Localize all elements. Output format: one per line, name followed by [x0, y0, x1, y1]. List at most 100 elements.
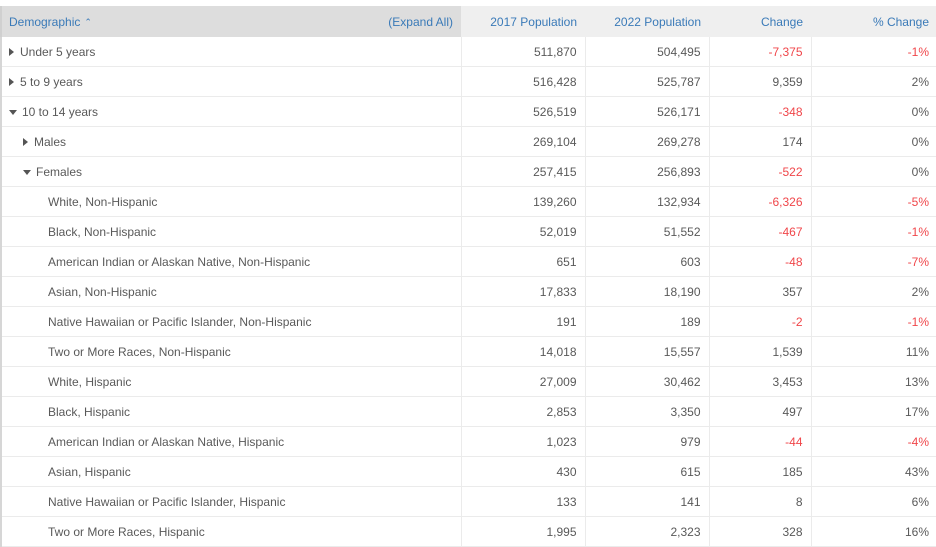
table-row[interactable]: Under 5 years 511,870 504,495 -7,375 -1%: [0, 37, 936, 67]
table-row: Two or More Races, Hispanic 1,995 2,323 328…: [0, 516, 936, 547]
pct-change-cell: 2%: [810, 276, 936, 307]
demographic-label: American Indian or Alaskan Native, Non-H…: [48, 254, 311, 269]
pct-change-cell: 0%: [810, 126, 936, 157]
change-cell: -7,375: [708, 37, 811, 67]
table-row[interactable]: 10 to 14 years 526,519 526,171 -348 0%: [0, 96, 936, 127]
demographic-label: 10 to 14 years: [22, 104, 99, 119]
demographic-cell: Females: [0, 156, 461, 187]
pct-change-cell: -4%: [810, 426, 936, 457]
row-label-wrap: White, Non-Hispanic: [48, 195, 157, 209]
demographic-population-table: Demographic ⌃ (Expand All) 2017 Populatio…: [0, 6, 936, 547]
pop-2022-cell: 189: [584, 306, 709, 337]
demographic-label: White, Hispanic: [48, 374, 132, 389]
pop-2017-cell: 139,260: [460, 186, 585, 217]
column-header-2022-population[interactable]: 2022 Population: [585, 6, 709, 37]
table-row: Black, Non-Hispanic 52,019 51,552 -467 -1%: [0, 216, 936, 247]
pct-change-cell: 16%: [810, 516, 936, 547]
row-label-wrap: Native Hawaiian or Pacific Islander, Non…: [48, 315, 311, 329]
table-row: White, Non-Hispanic 139,260 132,934 -6,326-…: [0, 186, 936, 217]
row-label-wrap: American Indian or Alaskan Native, Non-H…: [48, 255, 310, 269]
row-label-wrap: Native Hawaiian or Pacific Islander, His…: [48, 495, 285, 509]
pop-2022-cell: 615: [584, 456, 709, 487]
change-cell: 185: [708, 456, 811, 487]
pop-2017-cell: 1,023: [460, 426, 585, 457]
table-row: American Indian or Alaskan Native, Hispa…: [0, 426, 936, 457]
pct-change-cell: 0%: [810, 96, 936, 127]
table-row: Native Hawaiian or Pacific Islander, Non…: [0, 306, 936, 337]
demographic-cell: 10 to 14 years: [0, 96, 461, 127]
table-row: White, Hispanic 27,009 30,462 3,453 13%: [0, 366, 936, 397]
demographic-cell: American Indian or Alaskan Native, Hispa…: [0, 426, 461, 457]
pop-2017-cell: 14,018: [460, 336, 585, 367]
demographic-header-label: Demographic: [9, 14, 81, 29]
table-row[interactable]: Females 257,415 256,893 -522 0%: [0, 156, 936, 187]
pop-2017-cell: 52,019: [460, 216, 585, 247]
row-label-wrap: Black, Hispanic: [48, 405, 130, 419]
pop-2022-cell: 30,462: [584, 366, 709, 397]
change-cell: 8: [708, 486, 811, 517]
expand-all-link[interactable]: (Expand All): [388, 14, 453, 29]
demographic-cell: Asian, Non-Hispanic: [0, 276, 461, 307]
change-cell: -48: [708, 246, 811, 277]
change-cell: -44: [708, 426, 811, 457]
pop-2022-cell: 132,934: [584, 186, 709, 217]
pct-change-cell: 43%: [810, 456, 936, 487]
demographic-cell: Under 5 years: [0, 37, 461, 67]
demographic-sort-button[interactable]: Demographic ⌃: [9, 15, 92, 29]
table-row[interactable]: Males 269,104 269,278 174 0%: [0, 126, 936, 157]
pct-change-cell: -7%: [810, 246, 936, 277]
pop-2022-cell: 2,323: [584, 516, 709, 547]
pop-2017-cell: 516,428: [460, 66, 585, 97]
demographic-label: American Indian or Alaskan Native, Hispa…: [48, 434, 285, 449]
demographic-cell: Males: [0, 126, 461, 157]
collapse-row-caret-icon[interactable]: [9, 109, 17, 115]
table-row: Native Hawaiian or Pacific Islander, His…: [0, 486, 936, 517]
pop-2017-cell: 17,833: [460, 276, 585, 307]
demographic-cell: White, Non-Hispanic: [0, 186, 461, 217]
table-row[interactable]: 5 to 9 years 516,428 525,787 9,359 2%: [0, 66, 936, 97]
row-label-wrap: Under 5 years: [9, 45, 95, 59]
expand-row-caret-icon[interactable]: [9, 47, 14, 56]
demographic-cell: White, Hispanic: [0, 366, 461, 397]
change-cell: -2: [708, 306, 811, 337]
column-header-demographic[interactable]: Demographic ⌃ (Expand All): [0, 6, 461, 37]
pct-change-cell: 13%: [810, 366, 936, 397]
pop-2017-cell: 651: [460, 246, 585, 277]
column-header-change[interactable]: Change: [709, 6, 811, 37]
row-label-wrap: Two or More Races, Hispanic: [48, 525, 205, 539]
expand-row-caret-icon[interactable]: [9, 77, 14, 86]
pop-2017-cell: 2,853: [460, 396, 585, 427]
pop-2017-cell: 269,104: [460, 126, 585, 157]
pct-change-cell: -1%: [810, 216, 936, 247]
row-label-wrap: 5 to 9 years: [9, 75, 83, 89]
demographic-cell: Two or More Races, Hispanic: [0, 516, 461, 547]
pop-2017-cell: 133: [460, 486, 585, 517]
demographic-label: White, Non-Hispanic: [48, 194, 158, 209]
pop-2022-cell: 51,552: [584, 216, 709, 247]
change-cell: 497: [708, 396, 811, 427]
demographic-label: Black, Hispanic: [48, 404, 131, 419]
pct-change-cell: -5%: [810, 186, 936, 217]
pct-change-cell: -1%: [810, 306, 936, 337]
table-row: Asian, Non-Hispanic 17,833 18,190 357 2%: [0, 276, 936, 307]
change-cell: 328: [708, 516, 811, 547]
column-header-pct-change[interactable]: % Change: [811, 6, 936, 37]
table-row: Two or More Races, Non-Hispanic 14,018 15,…: [0, 336, 936, 367]
pop-2022-cell: 269,278: [584, 126, 709, 157]
expand-row-caret-icon[interactable]: [23, 137, 28, 146]
pop-2022-cell: 603: [584, 246, 709, 277]
collapse-row-caret-icon[interactable]: [23, 169, 31, 175]
row-label-wrap: Males: [23, 135, 66, 149]
pop-2017-cell: 526,519: [460, 96, 585, 127]
column-header-2017-population[interactable]: 2017 Population: [461, 6, 585, 37]
demographic-cell: Black, Non-Hispanic: [0, 216, 461, 247]
pop-2022-cell: 3,350: [584, 396, 709, 427]
pct-change-cell: 11%: [810, 336, 936, 367]
pct-change-cell: 0%: [810, 156, 936, 187]
change-cell: 9,359: [708, 66, 811, 97]
pop-2022-cell: 525,787: [584, 66, 709, 97]
change-cell: -467: [708, 216, 811, 247]
pop-2017-cell: 1,995: [460, 516, 585, 547]
demographic-cell: 5 to 9 years: [0, 66, 461, 97]
